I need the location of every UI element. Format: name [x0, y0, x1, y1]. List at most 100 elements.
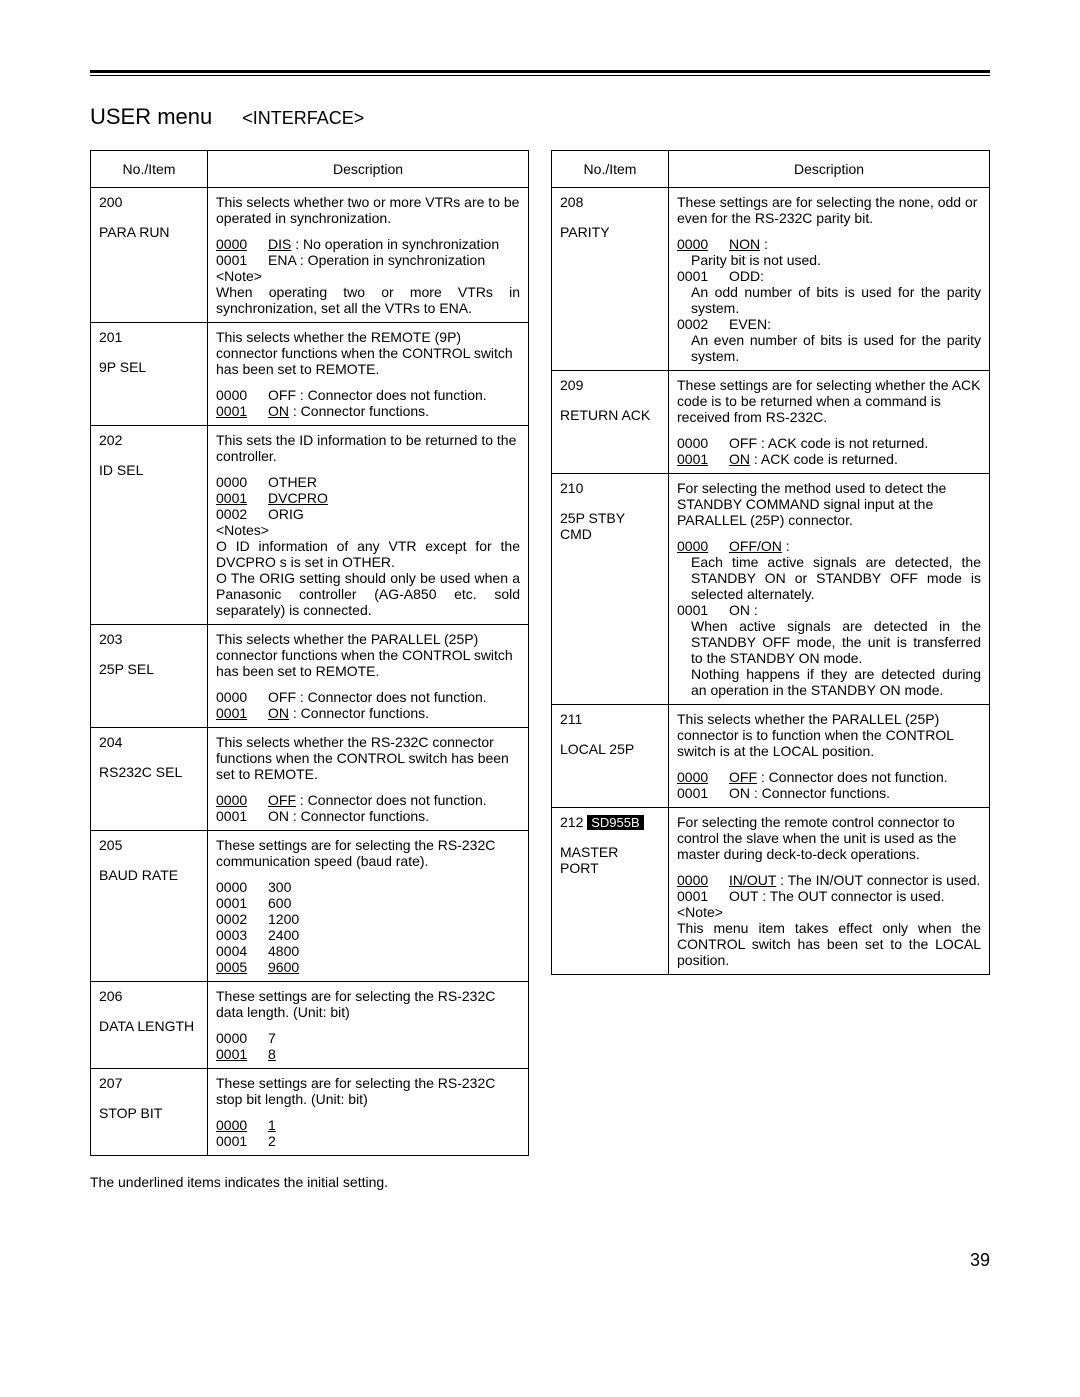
option-code: 0000	[216, 387, 268, 403]
option-code: 0001	[216, 252, 268, 268]
item-name: RS232C SEL	[99, 764, 199, 780]
option-text: ON : ACK code is returned.	[729, 451, 898, 467]
item-name: 25P SEL	[99, 661, 199, 677]
note-line: O The ORIG setting should only be used w…	[216, 570, 520, 618]
noitem-cell: 20325P SEL	[91, 625, 208, 728]
option-text: 600	[268, 895, 291, 911]
option-text: OFF : Connector does not function.	[268, 792, 487, 808]
option-row: 0000 OTHER	[216, 474, 520, 490]
options: 0000 7 0001 8	[216, 1030, 520, 1062]
header-noitem: No./Item	[91, 151, 208, 188]
option-label: ON :	[729, 602, 758, 618]
item-no: 200	[99, 194, 199, 210]
options: 0000 OFF : Connector does not function. …	[216, 689, 520, 721]
option-text: ORIG	[268, 506, 304, 522]
noitem-cell: 211LOCAL 25P	[552, 705, 669, 808]
option-row: 0000 300	[216, 879, 520, 895]
option-code: 0000	[677, 435, 729, 451]
option-code: 0001	[216, 895, 268, 911]
item-intro: This sets the ID information to be retur…	[216, 432, 520, 464]
option-text: OFF : ACK code is not returned.	[729, 435, 928, 451]
desc-cell: For selecting the method used to detect …	[669, 474, 990, 705]
option-text: DIS : No operation in synchronization	[268, 236, 499, 252]
item-name: STOP BIT	[99, 1105, 199, 1121]
desc-cell: This sets the ID information to be retur…	[208, 426, 529, 625]
option-text: ON : Connector functions.	[268, 403, 429, 419]
noitem-cell: 208PARITY	[552, 188, 669, 371]
item-no: 210	[560, 480, 660, 496]
item-intro: For selecting the method used to detect …	[677, 480, 981, 528]
options: 0000 NON : Parity bit is not used. 0001 …	[677, 236, 981, 364]
options: 0000 OTHER 0001 DVCPRO 0002 ORIG	[216, 474, 520, 522]
page: USER menu <INTERFACE> No./Item Descripti…	[0, 0, 1080, 1311]
note-line: O ID information of any VTR except for t…	[216, 538, 520, 570]
options: 0000 OFF : Connector does not function. …	[216, 792, 520, 824]
top-rule	[90, 70, 990, 76]
item-intro: For selecting the remote control connect…	[677, 814, 981, 862]
item-intro: This selects whether the PARALLEL (25P) …	[677, 711, 981, 759]
options: 0000 OFF : Connector does not function. …	[677, 769, 981, 801]
option-code: 0003	[216, 927, 268, 943]
note-text: This menu item takes effect only when th…	[677, 920, 981, 968]
option-text: 1	[268, 1117, 276, 1133]
option-code: 0000	[216, 689, 268, 705]
option-row: 0001 ENA : Operation in synchronization	[216, 252, 520, 268]
item-no: 211	[560, 711, 660, 727]
option-text: 300	[268, 879, 291, 895]
option-text: 4800	[268, 943, 299, 959]
option-code: 0002	[216, 911, 268, 927]
item-no: 212 SD955B	[560, 814, 660, 830]
option-text: DVCPRO	[268, 490, 328, 506]
item-intro: This selects whether the RS-232C connect…	[216, 734, 520, 782]
option-row: 0000 OFF : Connector does not function.	[216, 387, 520, 403]
noitem-cell: 21025P STBY CMD	[552, 474, 669, 705]
item-no: 206	[99, 988, 199, 1004]
option-label: ODD:	[729, 268, 764, 284]
option-block: 0002 EVEN: An even number of bits is use…	[677, 316, 981, 364]
table-row: 20325P SEL This selects whether the PARA…	[91, 625, 529, 728]
desc-cell: This selects whether two or more VTRs ar…	[208, 188, 529, 323]
item-name: BAUD RATE	[99, 867, 199, 883]
option-block: 0001 ODD: An odd number of bits is used …	[677, 268, 981, 316]
noitem-cell: 2019P SEL	[91, 323, 208, 426]
item-intro: These settings are for selecting the non…	[677, 194, 981, 226]
right-table: No./Item Description 208PARITY These set…	[551, 150, 990, 975]
note-label: <Note>	[677, 904, 981, 920]
option-code: 0000	[677, 872, 729, 888]
option-code: 0000	[216, 879, 268, 895]
title-row: USER menu <INTERFACE>	[90, 104, 990, 130]
right-column: No./Item Description 208PARITY These set…	[551, 150, 990, 975]
table-row: 21025P STBY CMD For selecting the method…	[552, 474, 990, 705]
option-row: 0000 DIS : No operation in synchronizati…	[216, 236, 520, 252]
option-label: EVEN:	[729, 316, 771, 332]
option-label: NON :	[729, 236, 768, 252]
item-no: 202	[99, 432, 199, 448]
noitem-cell: 200PARA RUN	[91, 188, 208, 323]
table-row: 200PARA RUN This selects whether two or …	[91, 188, 529, 323]
option-row: 0001 ON : Connector functions.	[216, 705, 520, 721]
option-code: 0001	[677, 785, 729, 801]
option-code: 0000	[677, 769, 729, 785]
desc-cell: These settings are for selecting the RS-…	[208, 1069, 529, 1156]
option-code: 0001	[216, 1133, 268, 1149]
option-block: 0000 NON : Parity bit is not used.	[677, 236, 981, 268]
item-name: DATA LENGTH	[99, 1018, 199, 1034]
table-row: 209RETURN ACK These settings are for sel…	[552, 371, 990, 474]
item-intro: These settings are for selecting the RS-…	[216, 837, 520, 869]
table-row: 207STOP BIT These settings are for selec…	[91, 1069, 529, 1156]
table-row: 205BAUD RATE These settings are for sele…	[91, 831, 529, 982]
option-code: 0001	[677, 268, 729, 284]
option-row: 0001 8	[216, 1046, 520, 1062]
noitem-cell: 204RS232C SEL	[91, 728, 208, 831]
option-block: 0000 OFF/ON : Each time active signals a…	[677, 538, 981, 602]
table-row: 211LOCAL 25P This selects whether the PA…	[552, 705, 990, 808]
desc-cell: This selects whether the RS-232C connect…	[208, 728, 529, 831]
option-desc-line: Each time active signals are detected, t…	[691, 554, 981, 602]
desc-cell: This selects whether the REMOTE (9P) con…	[208, 323, 529, 426]
columns: No./Item Description 200PARA RUN This se…	[90, 150, 990, 1156]
option-label: OFF/ON :	[729, 538, 790, 554]
options: 0000 IN/OUT : The IN/OUT connector is us…	[677, 872, 981, 904]
option-text: 9600	[268, 959, 299, 975]
table-row: 204RS232C SEL This selects whether the R…	[91, 728, 529, 831]
option-row: 0000 OFF : ACK code is not returned.	[677, 435, 981, 451]
